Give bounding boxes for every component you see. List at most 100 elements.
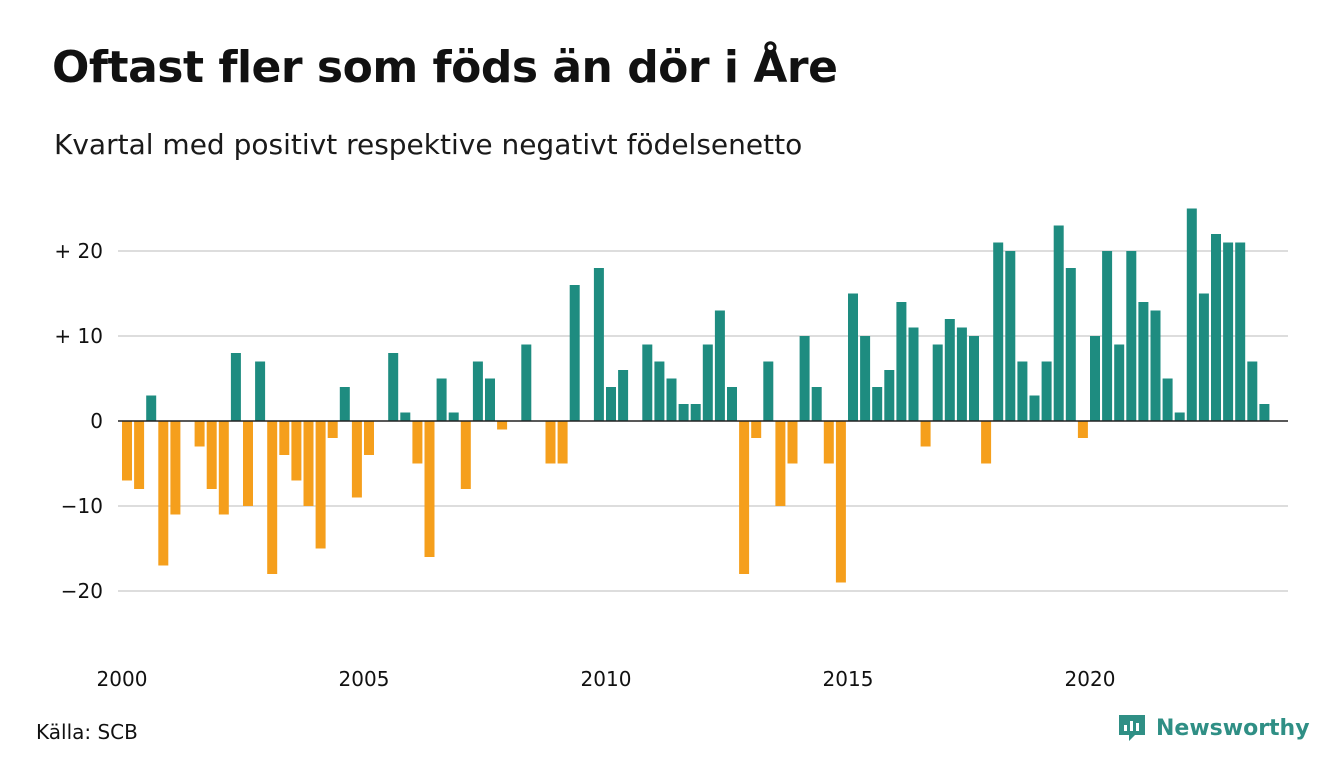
bar-positive	[1017, 361, 1028, 421]
bar-negative	[1077, 421, 1088, 438]
bar-positive	[339, 387, 350, 421]
brand-logo: Newsworthy	[1116, 712, 1310, 744]
bars	[122, 208, 1270, 583]
y-tick-label: 0	[90, 409, 103, 433]
bar-positive	[1090, 336, 1100, 421]
bar-positive	[969, 336, 979, 421]
bar-negative	[424, 421, 435, 557]
x-tick-label: 2010	[581, 667, 632, 691]
bar-positive	[993, 242, 1004, 421]
bar-positive	[884, 370, 895, 421]
bar-negative	[291, 421, 302, 481]
bar-negative	[170, 421, 181, 515]
bar-positive	[763, 361, 774, 421]
bar-negative	[739, 421, 750, 574]
bar-positive	[727, 387, 737, 421]
bar-positive	[944, 319, 955, 421]
bar-positive	[569, 285, 580, 421]
bar-positive	[1150, 310, 1161, 421]
x-tick-label: 2015	[823, 667, 874, 691]
bar-negative	[134, 421, 145, 489]
bar-positive	[1211, 234, 1221, 421]
source-note: Källa: SCB	[36, 720, 138, 744]
bar-positive	[932, 344, 943, 421]
bar-negative	[206, 421, 217, 489]
x-tick-label: 2000	[97, 667, 148, 691]
bar-positive	[1114, 344, 1125, 421]
bar-positive	[593, 268, 604, 421]
x-tick-label: 2020	[1065, 667, 1116, 691]
bar-positive	[908, 327, 919, 421]
bar-negative	[351, 421, 362, 498]
bar-positive	[521, 344, 532, 421]
bar-negative	[751, 421, 762, 438]
bar-negative	[920, 421, 931, 447]
bar-positive	[1005, 251, 1016, 421]
bar-positive	[1174, 412, 1185, 421]
bar-positive	[1162, 378, 1173, 421]
y-tick-label: −10	[61, 494, 103, 518]
bar-negative	[460, 421, 471, 489]
bar-negative	[315, 421, 326, 549]
bar-positive	[448, 412, 459, 421]
bar-negative	[327, 421, 338, 438]
bar-positive	[400, 412, 411, 421]
y-tick-label: + 20	[54, 239, 103, 263]
bar-positive	[896, 302, 907, 421]
bar-negative	[364, 421, 374, 455]
bar-negative	[243, 421, 253, 506]
x-axis-labels: 2000 2005 2010 2015 2020	[97, 667, 1116, 691]
chart-title: Oftast fler som föds än dör i Åre	[52, 42, 838, 93]
bar-positive	[1126, 251, 1137, 421]
bar-chart: + 20 + 10 0 −10 −20 2000 2005 2010 2015 2020	[54, 208, 1288, 691]
y-axis-labels: + 20 + 10 0 −10 −20	[54, 239, 103, 603]
bar-positive	[654, 361, 665, 421]
newsworthy-logo-icon	[1119, 715, 1145, 741]
bar-negative	[267, 421, 278, 574]
bar-positive	[388, 353, 399, 421]
bar-positive	[1029, 395, 1040, 421]
bar-negative	[557, 421, 568, 464]
bar-positive	[255, 361, 266, 421]
bar-positive	[678, 404, 689, 421]
bar-positive	[642, 344, 653, 421]
x-tick-label: 2005	[339, 667, 390, 691]
bar-positive	[230, 353, 241, 421]
bar-positive	[1065, 268, 1076, 421]
bar-negative	[194, 421, 205, 447]
bar-negative	[158, 421, 169, 566]
bar-positive	[485, 378, 495, 421]
bar-negative	[497, 421, 508, 430]
bar-positive	[1053, 225, 1064, 421]
bar-positive	[1235, 242, 1246, 421]
bar-positive	[1041, 361, 1052, 421]
bar-positive	[1102, 251, 1113, 421]
bar-positive	[618, 370, 629, 421]
bar-positive	[606, 387, 616, 421]
bar-positive	[1186, 208, 1197, 421]
bar-negative	[835, 421, 846, 583]
bar-negative	[981, 421, 992, 464]
y-tick-label: + 10	[54, 324, 103, 348]
bar-positive	[1198, 293, 1209, 421]
bar-negative	[122, 421, 132, 481]
bar-positive	[690, 404, 701, 421]
bar-positive	[714, 310, 725, 421]
bar-positive	[860, 336, 871, 421]
brand-name: Newsworthy	[1156, 715, 1310, 741]
bar-positive	[436, 378, 447, 421]
bar-positive	[472, 361, 483, 421]
bar-negative	[823, 421, 834, 464]
bar-positive	[1138, 302, 1149, 421]
bar-negative	[279, 421, 290, 455]
bar-positive	[956, 327, 967, 421]
chart-subtitle: Kvartal med positivt respektive negativt…	[54, 128, 803, 161]
bar-positive	[702, 344, 713, 421]
bar-positive	[799, 336, 810, 421]
bar-negative	[303, 421, 314, 506]
bar-positive	[1223, 242, 1234, 421]
bar-negative	[775, 421, 786, 506]
bar-negative	[412, 421, 423, 464]
bar-positive	[1259, 404, 1270, 421]
bar-positive	[1247, 361, 1258, 421]
